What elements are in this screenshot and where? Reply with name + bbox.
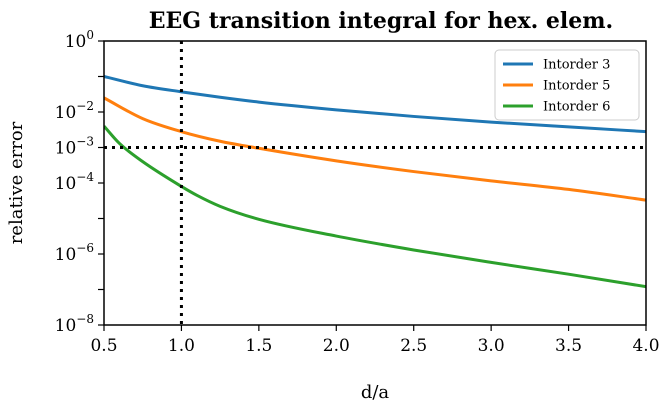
- x-tick-label: 4.0: [632, 336, 659, 356]
- y-axis: 100 10−2 10−3 10−4 10−6 10−8: [55, 28, 104, 336]
- series-layer: [104, 75, 646, 289]
- y-tick-label: 100: [65, 28, 94, 52]
- series-line-2: [104, 96, 646, 202]
- legend-box: [494, 49, 640, 121]
- y-tick-label: 10−2: [55, 99, 94, 123]
- chart-title: EEG transition integral for hex. elem.: [149, 8, 613, 34]
- x-tick-label: 3.5: [555, 336, 582, 356]
- legend-label: Intorder 6: [543, 100, 610, 115]
- y-tick-label: 10−3: [55, 135, 94, 159]
- series-line-1: [104, 75, 646, 134]
- x-axis-label: d/a: [361, 382, 390, 403]
- reference-lines: [104, 41, 646, 325]
- x-tick-label: 2.5: [400, 336, 427, 356]
- legend-label: Intorder 5: [543, 79, 610, 94]
- y-tick-label: 10−6: [55, 241, 94, 265]
- series-line-3: [104, 125, 646, 289]
- y-tick-label: 10−8: [55, 312, 94, 336]
- x-tick-label: 0.5: [90, 336, 117, 356]
- x-axis: 0.5 1.0 1.5 2.0 2.5 3.0 3.5 4.0: [90, 325, 660, 356]
- x-tick-label: 3.0: [478, 336, 505, 356]
- x-tick-label: 1.5: [245, 336, 272, 356]
- y-axis-label: relative error: [6, 121, 27, 244]
- legend-label: Intorder 3: [543, 58, 610, 73]
- y-tick-label: 10−4: [55, 170, 95, 194]
- x-tick-label: 2.0: [323, 336, 350, 356]
- x-tick-label: 1.0: [168, 336, 195, 356]
- legend: Intorder 3 Intorder 5 Intorder 6: [494, 49, 640, 121]
